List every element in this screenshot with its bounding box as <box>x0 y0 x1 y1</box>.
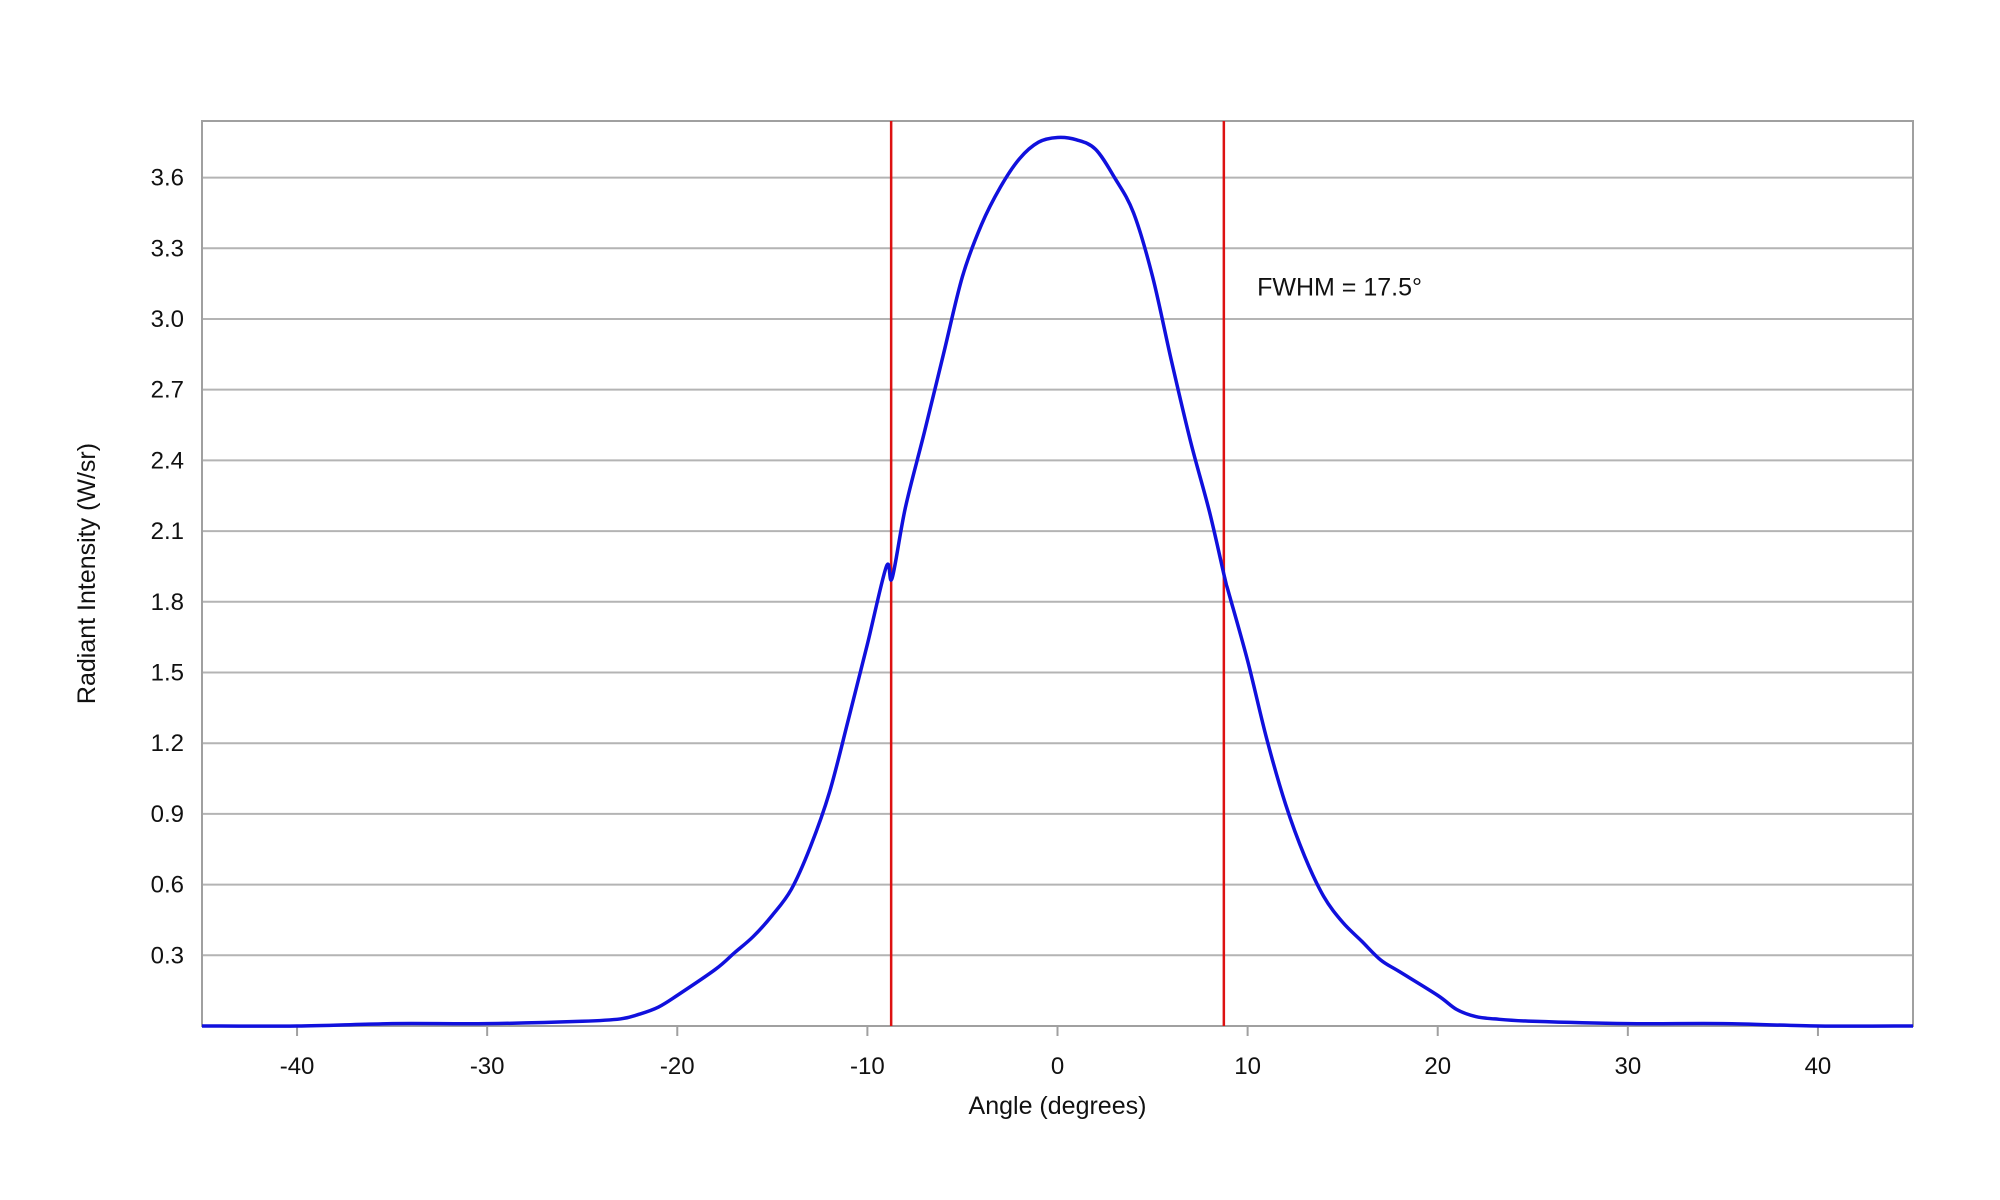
y-tick-label: 1.8 <box>151 589 184 616</box>
x-tick-label: -40 <box>280 1053 315 1080</box>
x-tick-label: 30 <box>1614 1053 1641 1080</box>
y-tick-label: 0.6 <box>151 872 184 899</box>
y-axis-title: Radiant Intensity (W/sr) <box>73 443 101 704</box>
y-tick-label: 2.1 <box>151 518 184 545</box>
y-tick-label: 2.4 <box>151 447 184 474</box>
plot-frame <box>201 120 1914 1027</box>
y-tick-label: 0.3 <box>151 942 184 969</box>
x-tick-label: -10 <box>850 1053 885 1080</box>
x-axis-ticks: -40 -30 -20 -10 0 10 20 30 40 <box>280 1026 1832 1080</box>
annotations: FWHM = 17.5° <box>1257 273 1422 301</box>
y-tick-label: 1.2 <box>151 730 184 757</box>
fwhm-markers <box>889 121 1226 1026</box>
y-tick-label: 3.0 <box>151 306 184 333</box>
x-tick-label: 20 <box>1424 1053 1451 1080</box>
series-group <box>201 135 1914 1028</box>
x-tick-label: -30 <box>470 1053 505 1080</box>
x-tick-label: -20 <box>660 1053 695 1080</box>
y-axis-ticks: 0.3 0.6 0.9 1.2 1.5 1.8 2.1 2.4 2.7 3.0 3.3 3.6 <box>151 165 184 970</box>
y-tick-label: 3.3 <box>151 235 184 262</box>
x-tick-label: 0 <box>1051 1053 1064 1080</box>
y-tick-label: 0.9 <box>151 801 184 828</box>
series-line <box>201 135 1914 1028</box>
x-axis-title: Angle (degrees) <box>969 1092 1147 1120</box>
grid-lines <box>202 176 1913 957</box>
x-tick-label: 10 <box>1234 1053 1261 1080</box>
x-tick-label: 40 <box>1805 1053 1832 1080</box>
y-tick-label: 3.6 <box>151 165 184 192</box>
y-tick-label: 2.7 <box>151 377 184 404</box>
fwhm-annotation: FWHM = 17.5° <box>1257 273 1422 301</box>
y-tick-label: 1.5 <box>151 659 184 686</box>
